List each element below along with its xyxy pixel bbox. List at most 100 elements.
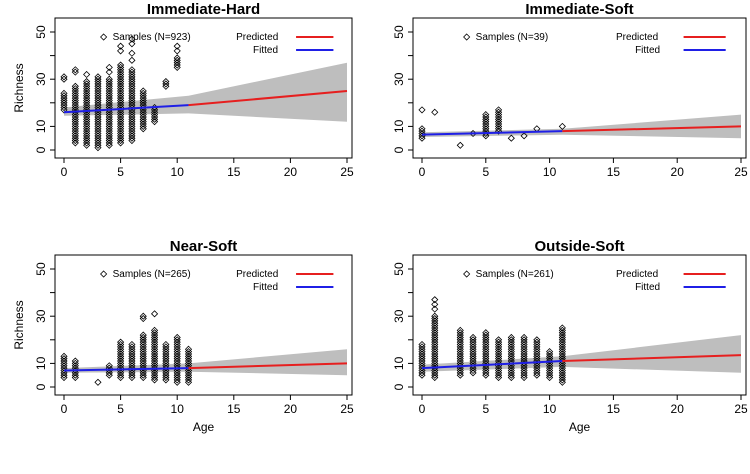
chart-title: Immediate-Hard: [147, 1, 260, 18]
x-tick-label: 10: [543, 402, 557, 416]
x-axis-label: Age: [193, 420, 215, 434]
y-tick-label: 30: [392, 309, 406, 323]
sample-point: [507, 333, 515, 342]
legend: Samples (N=261) Predicted Fitted: [463, 269, 726, 293]
predicted-line: [188, 90, 348, 107]
sample-point: [71, 357, 79, 365]
sample-point: [128, 40, 136, 48]
sample-point: [83, 70, 91, 79]
sample-point: [482, 329, 490, 337]
fitted-line: [63, 367, 189, 372]
x-axis: 0 5 10 15 20 25: [419, 395, 748, 416]
sample-point: [469, 333, 477, 342]
predicted-line: [562, 354, 742, 363]
x-tick-label: 25: [734, 402, 748, 416]
sample-point: [128, 49, 136, 57]
sample-point: [431, 108, 439, 116]
sample-point: [105, 68, 113, 76]
sample-point: [494, 336, 503, 344]
predicted-line: [562, 125, 742, 133]
sample-point: [173, 54, 181, 62]
y-tick-label: 0: [392, 383, 406, 390]
sample-point: [117, 338, 125, 346]
legend-fitted-label: Fitted: [253, 45, 278, 56]
plot-frame: [412, 254, 747, 396]
sample-point: [162, 77, 170, 86]
sample-points: [60, 35, 181, 152]
y-tick-label: 10: [392, 119, 406, 133]
sample-point: [494, 106, 503, 114]
sample-point: [558, 122, 566, 130]
sample-point: [173, 47, 181, 55]
fitted-line: [63, 104, 189, 114]
fitted-line: [421, 360, 563, 370]
sample-point: [128, 35, 136, 43]
legend: Samples (N=39) Predicted Fitted: [463, 32, 726, 56]
legend-samples-label: Samples (N=923): [113, 32, 191, 43]
sample-point: [456, 326, 464, 334]
plot-frame: [412, 17, 747, 159]
x-axis: 0 5 10 15 20 25: [61, 158, 354, 179]
sample-point: [533, 336, 541, 344]
sample-point: [139, 87, 147, 95]
panel-near-soft: Near-Soft 0 5 10 15 20 25 0 10 30 50 Richness Age Sam…: [12, 238, 354, 434]
predicted-line: [188, 362, 348, 370]
legend-fitted-label: Fitted: [635, 282, 660, 293]
sample-point: [431, 312, 439, 320]
sample-point: [507, 134, 515, 142]
legend-predicted-label: Predicted: [236, 32, 278, 43]
y-axis: 0 10 30 50: [34, 25, 55, 153]
sample-point: [60, 352, 68, 360]
legend-samples-label: Samples (N=261): [476, 269, 554, 280]
x-tick-label: 5: [117, 165, 124, 179]
sample-point: [418, 125, 426, 133]
x-tick-label: 10: [171, 165, 185, 179]
sample-point: [162, 80, 170, 88]
sample-points: [418, 296, 566, 386]
sample-point: [431, 296, 439, 304]
sample-point: [520, 132, 528, 140]
legend-samples-label: Samples (N=39): [476, 32, 549, 43]
sample-point: [418, 106, 426, 114]
y-tick-label: 50: [34, 262, 48, 276]
sample-point: [71, 66, 79, 74]
x-axis: 0 5 10 15 20 25: [61, 395, 354, 416]
sample-points: [60, 310, 193, 386]
x-tick-label: 25: [734, 165, 748, 179]
legend: Samples (N=265) Predicted Fitted: [100, 269, 334, 293]
y-tick-label: 0: [34, 383, 48, 390]
chart-title: Near-Soft: [170, 238, 238, 255]
legend-fitted-label: Fitted: [253, 282, 278, 293]
legend-samples-marker: [100, 33, 108, 41]
sample-point: [139, 331, 147, 339]
legend-samples-marker: [463, 270, 471, 278]
sample-point: [105, 63, 113, 71]
y-tick-label: 50: [392, 262, 406, 276]
confidence-band: [64, 349, 347, 376]
sample-point: [128, 56, 136, 64]
sample-point: [418, 340, 426, 349]
y-axis-label: Richness: [12, 63, 26, 112]
sample-point: [117, 47, 125, 55]
y-tick-label: 10: [34, 356, 48, 370]
y-tick-label: 10: [392, 356, 406, 370]
x-tick-label: 0: [61, 165, 68, 179]
y-tick-label: 30: [34, 309, 48, 323]
panel-immediate-hard: Immediate-Hard 0 5 10 15 20 25 0 10 30 50 Richness S…: [12, 1, 354, 179]
sample-point: [60, 89, 68, 97]
sample-point: [128, 340, 136, 349]
sample-point: [105, 75, 113, 83]
y-axis-label: Richness: [12, 300, 26, 349]
x-tick-label: 15: [227, 165, 241, 179]
x-tick-label: 20: [284, 402, 298, 416]
legend-samples-marker: [100, 270, 108, 278]
chart-title: Outside-Soft: [535, 238, 625, 255]
sample-point: [546, 348, 554, 356]
x-tick-label: 5: [482, 165, 489, 179]
sample-point: [71, 82, 79, 90]
sample-point: [94, 73, 102, 81]
y-tick-label: 30: [34, 72, 48, 86]
sample-point: [482, 111, 490, 119]
sample-point: [117, 61, 125, 69]
